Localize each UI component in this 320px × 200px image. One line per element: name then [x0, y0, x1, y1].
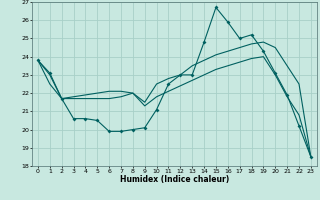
X-axis label: Humidex (Indice chaleur): Humidex (Indice chaleur) [120, 175, 229, 184]
